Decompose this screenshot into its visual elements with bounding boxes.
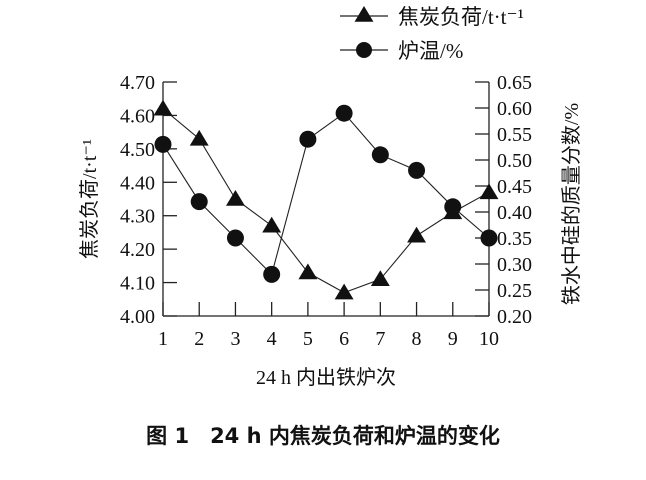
x-tick-label: 8: [412, 328, 422, 350]
circle-marker: [444, 198, 462, 216]
circle-marker: [408, 161, 426, 179]
x-tick-label: 6: [339, 328, 349, 350]
circle-marker: [190, 193, 208, 211]
left-axis-label: 焦炭负荷/t·t⁻¹: [78, 139, 101, 259]
x-tick-label: 9: [448, 328, 458, 350]
triangle-marker: [334, 283, 354, 300]
triangle-marker: [262, 216, 282, 233]
left-tick-label: 4.40: [120, 172, 155, 194]
figure-caption: 图 1 24 h 内焦炭负荷和炉温的变化: [146, 424, 500, 448]
left-tick-label: 4.60: [120, 105, 155, 127]
right-tick-label: 0.25: [497, 280, 532, 302]
x-tick-label: 5: [303, 328, 313, 350]
right-tick-label: 0.65: [497, 72, 532, 94]
left-tick-label: 4.30: [120, 206, 155, 228]
x-tick-label: 4: [267, 328, 277, 350]
left-tick-label: 4.00: [120, 306, 155, 328]
triangle-marker: [298, 263, 318, 280]
circle-marker: [335, 104, 353, 122]
x-tick-label: 2: [194, 328, 204, 350]
series-line-1: [162, 108, 490, 294]
circle-marker: [480, 229, 498, 247]
triangle-marker: [225, 190, 245, 206]
right-axis-label: 铁水中硅的质量分数/%: [560, 103, 583, 305]
left-tick-label: 4.70: [120, 72, 155, 94]
chart: 4.00 4.10 4.20 4.30 4.40 4.50 4.60 4.70 0.20 0.25…: [78, 5, 583, 389]
legend-label: 焦炭负荷/t·t⁻¹: [398, 5, 524, 29]
triangle-marker: [153, 99, 173, 116]
left-tick-label: 4.50: [120, 139, 155, 161]
circle-marker: [154, 135, 172, 153]
right-tick-label: 0.50: [497, 150, 532, 172]
right-tick-label: 0.60: [497, 98, 532, 120]
triangle-marker: [407, 226, 427, 243]
right-tick-label: 0.20: [497, 306, 532, 328]
x-tick-label: 3: [230, 328, 240, 350]
series-line-2: [162, 112, 490, 276]
left-tick-label: 4.20: [120, 239, 155, 261]
legend-label: 炉温/%: [398, 39, 463, 63]
legend-circle-icon: [356, 42, 372, 58]
right-tick-label: 0.45: [497, 176, 532, 198]
right-tick-label: 0.30: [497, 254, 532, 276]
x-axis-label: 24 h 内出铁炉次: [256, 366, 396, 389]
legend-triangle-icon: [354, 6, 374, 22]
circle-marker: [226, 229, 244, 247]
triangle-marker: [189, 129, 209, 146]
right-tick-label: 0.55: [497, 124, 532, 146]
left-tick-label: 4.10: [120, 273, 155, 295]
x-tick-label: 10: [479, 328, 499, 350]
right-tick-label: 0.40: [497, 202, 532, 224]
triangle-marker: [479, 183, 499, 200]
triangle-marker: [370, 270, 390, 286]
right-tick-label: 0.35: [497, 228, 532, 250]
circle-marker: [263, 265, 281, 283]
circle-marker: [371, 146, 389, 164]
x-tick-label: 1: [158, 328, 168, 350]
x-tick-label: 7: [375, 328, 385, 350]
circle-marker: [299, 130, 317, 148]
